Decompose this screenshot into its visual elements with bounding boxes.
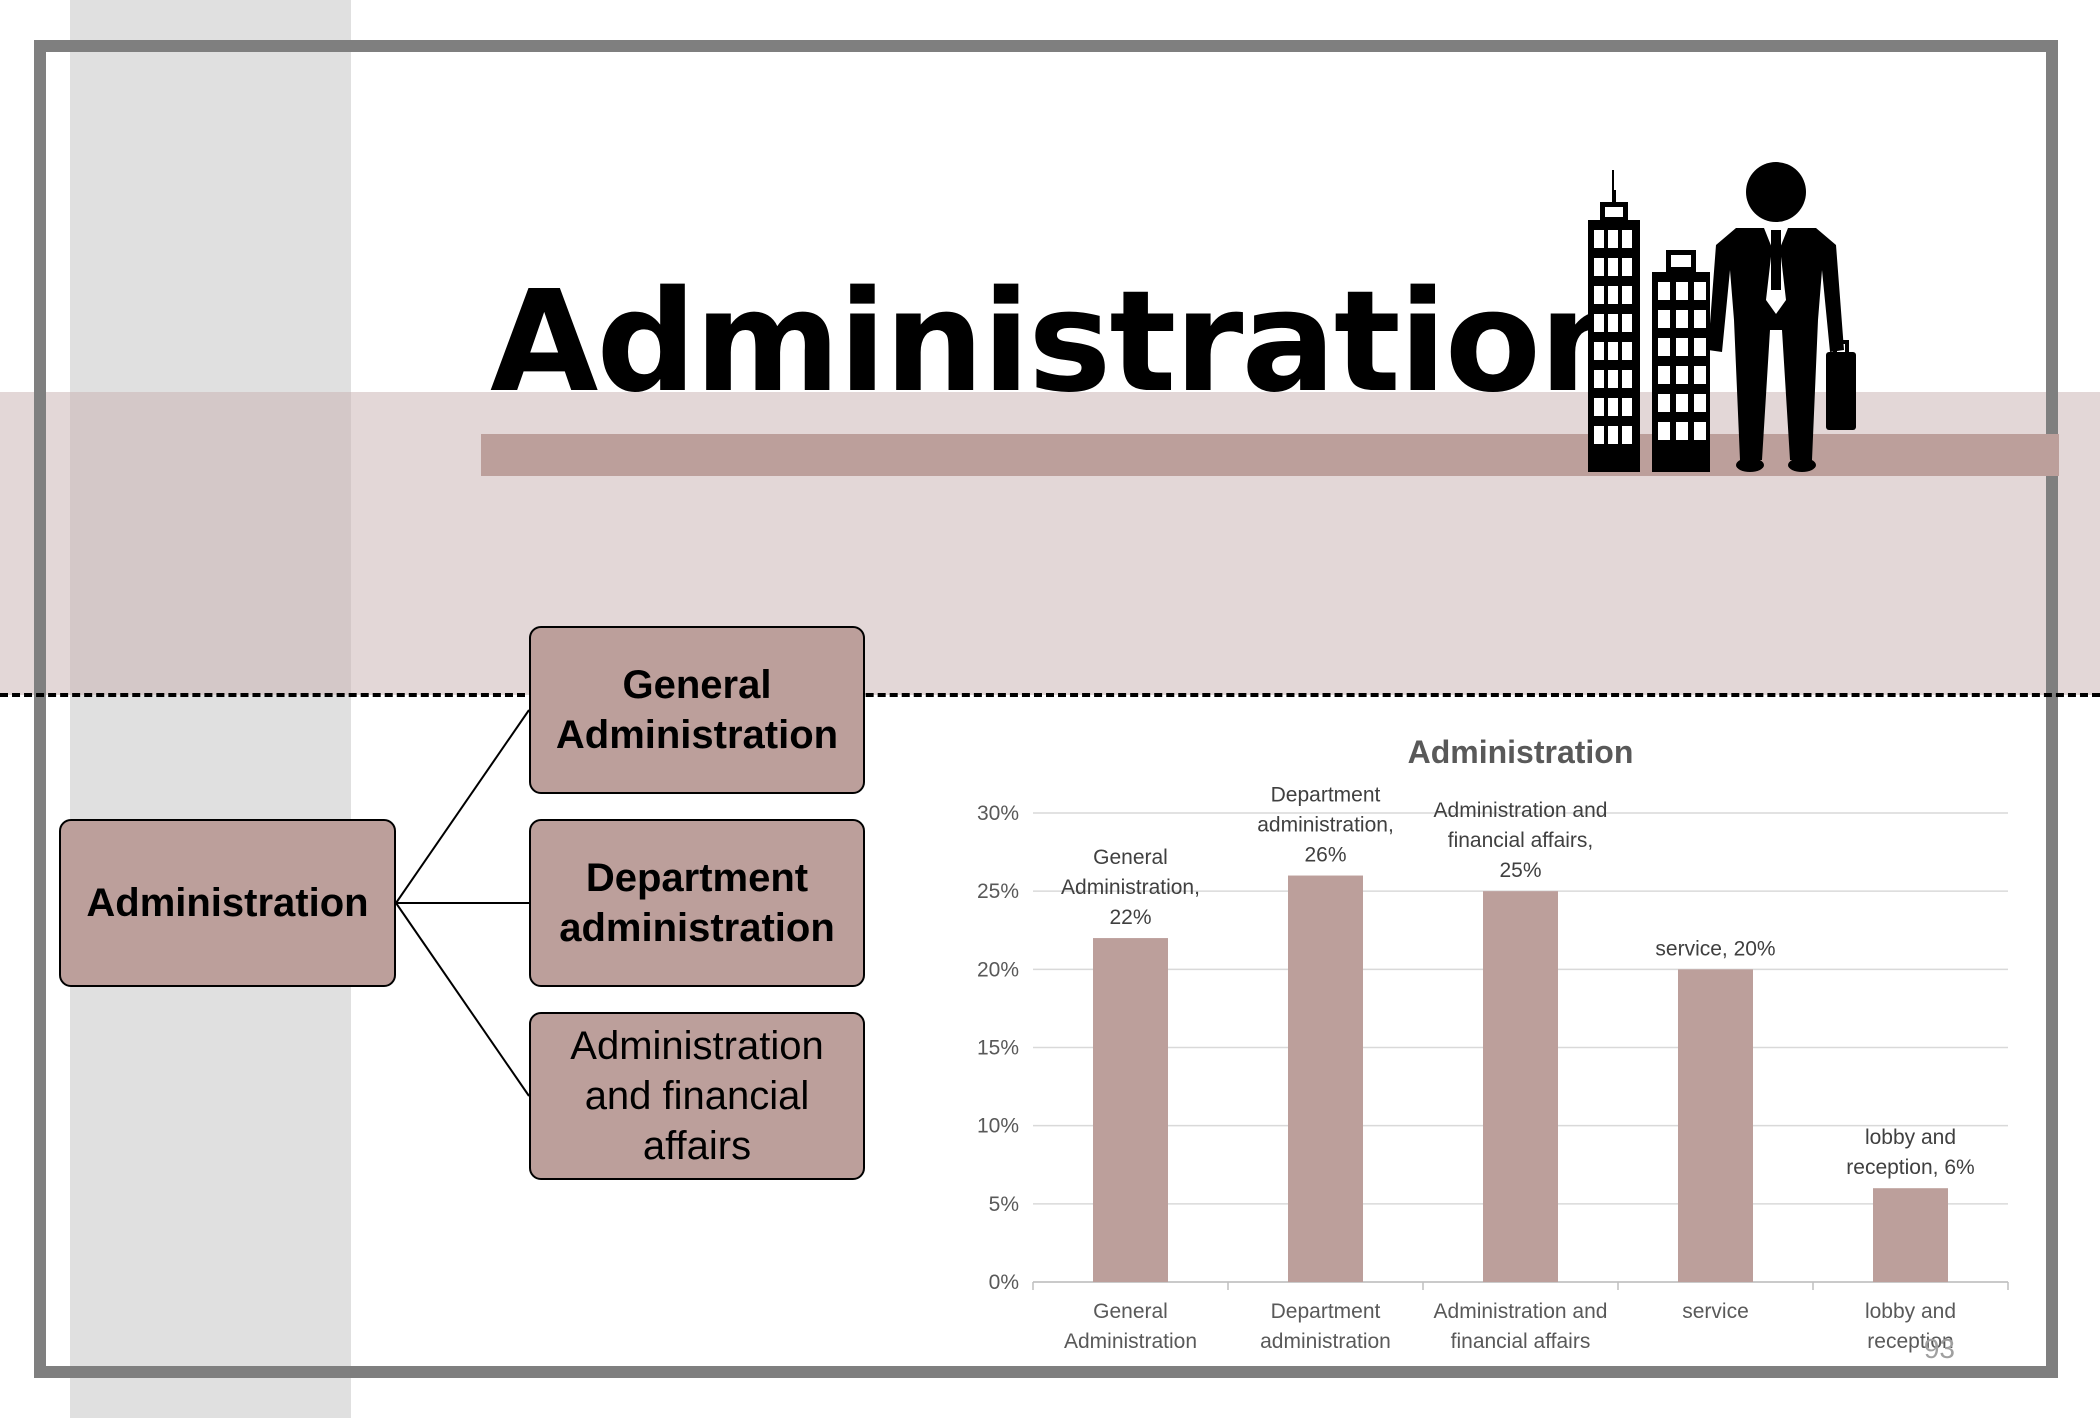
bar	[1483, 891, 1558, 1282]
x-tick-label: Administration and	[1434, 1300, 1608, 1323]
org-child-label: General Administration	[555, 663, 839, 757]
data-label: General	[1093, 846, 1168, 869]
data-label: reception, 6%	[1846, 1156, 1974, 1179]
org-root-node: Administration	[59, 819, 396, 987]
x-tick-label: General	[1093, 1300, 1168, 1323]
org-child-node: General Administration	[529, 626, 865, 794]
x-tick-label: financial affairs	[1451, 1330, 1591, 1353]
data-label: financial affairs,	[1448, 829, 1594, 852]
data-label: lobby and	[1865, 1126, 1956, 1149]
bar	[1288, 875, 1363, 1282]
chart-title: Administration	[1408, 735, 1634, 770]
x-tick-label: administration	[1260, 1330, 1391, 1353]
data-label: service, 20%	[1655, 937, 1775, 960]
y-tick-label: 15%	[977, 1037, 1019, 1060]
org-child-label: Administration and financial affairs	[570, 1024, 824, 1168]
x-tick-label: service	[1682, 1300, 1749, 1323]
data-label: administration,	[1257, 814, 1394, 837]
businessman-with-buildings-icon	[1588, 162, 1856, 472]
x-tick-label: reception	[1867, 1330, 1953, 1353]
data-label: 25%	[1499, 859, 1541, 882]
y-tick-label: 5%	[989, 1193, 1019, 1216]
data-label: 22%	[1109, 906, 1151, 929]
y-tick-label: 10%	[977, 1115, 1019, 1138]
bar	[1873, 1188, 1948, 1282]
dashed-divider	[0, 693, 2100, 697]
slide-frame	[34, 40, 2058, 1378]
y-tick-label: 0%	[989, 1271, 1019, 1294]
page-title: Administration	[490, 261, 1639, 424]
data-label: 26%	[1304, 844, 1346, 867]
org-child-node: Administration and financial affairs	[529, 1012, 865, 1180]
y-tick-label: 30%	[977, 802, 1019, 825]
data-label: Administration,	[1061, 876, 1200, 899]
org-child-label: Department administration	[559, 856, 835, 950]
x-tick-label: Administration	[1064, 1330, 1197, 1353]
x-tick-label: lobby and	[1865, 1300, 1956, 1323]
bar	[1093, 938, 1168, 1282]
y-tick-label: 25%	[977, 880, 1019, 903]
page-number: 93	[1923, 1333, 1955, 1364]
x-tick-label: Department	[1271, 1300, 1381, 1323]
data-label: Department	[1271, 784, 1381, 807]
data-label: Administration and	[1434, 799, 1608, 822]
org-root-label: Administration	[86, 881, 369, 925]
left-sidebar-band	[70, 0, 351, 1418]
bar-chart: Administration 0% 5% 10% 15% 20% 25% 30% General…	[977, 735, 2009, 1353]
org-child-node: Department administration	[529, 819, 865, 987]
bar	[1678, 969, 1753, 1282]
y-tick-label: 20%	[977, 958, 1019, 981]
